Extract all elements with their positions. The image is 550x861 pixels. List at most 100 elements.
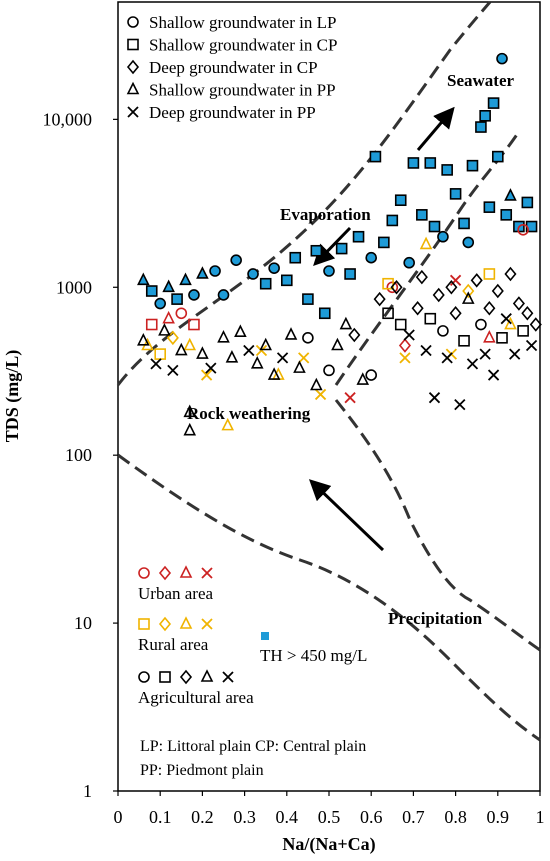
th-legend-label: TH > 450 mg/L [260,646,367,665]
data-point [407,157,420,169]
x-axis-title: Na/(Na+Ca) [282,834,375,855]
data-point [365,369,378,381]
data-point [183,422,197,436]
area-legend: Urban area Rural area Agricultural area [138,565,254,707]
data-point [509,348,521,360]
data-point [318,307,331,320]
data-point [521,306,534,321]
data-point [217,330,230,343]
data-point [145,285,158,297]
data-point [250,356,264,369]
data-point [411,301,424,316]
data-point [352,230,365,243]
data-point [386,214,399,227]
data-point [496,332,508,344]
data-point [234,324,247,338]
legend-label: Shallow groundwater in CP [149,36,337,55]
data-point [394,318,407,331]
data-point [403,256,415,269]
area-legend-circle-icon [138,567,150,579]
data-point [466,159,479,172]
data-point [517,325,529,337]
data-point [373,291,386,307]
area-legend-diamond-icon [158,616,172,632]
data-point [394,194,407,207]
legend-marker-cross-icon [127,106,139,118]
data-point [419,236,433,250]
x-tick-label: 0.4 [276,807,299,827]
data-point [225,350,239,363]
area-legend-label: Urban area [138,584,213,603]
data-point [247,268,259,280]
data-point [432,287,445,303]
data-point [424,157,437,169]
data-point [154,348,166,360]
data-point [458,217,470,230]
data-point [289,251,302,264]
legend-label: Deep groundwater in PP [149,103,316,122]
area-legend-triangle-icon [200,669,214,682]
data-point [310,377,323,391]
area-legend-square-icon [159,671,171,683]
x-tick-label: 0.7 [402,807,425,827]
data-point [276,352,289,364]
data-point [525,339,538,352]
data-point [462,236,475,249]
data-point [267,367,281,380]
data-point [491,283,504,299]
data-point [162,279,175,293]
data-point [449,306,462,321]
lower-boundary-curve [117,453,541,742]
data-point [137,272,150,286]
data-point [259,277,272,290]
x-tick-label: 0.3 [233,807,256,827]
x-tick-label: 0 [114,807,123,827]
data-point [217,289,230,301]
data-point [310,244,323,257]
data-point [428,220,441,233]
data-point [137,333,150,346]
legend-marker-circle-icon [127,16,139,28]
data-point [259,337,272,351]
precipitation-label: Precipitation [388,609,483,628]
data-point [437,325,449,337]
seawater-arrow [416,106,455,151]
data-point [504,316,517,330]
data-point [302,293,314,305]
data-point [458,334,470,347]
area-legend-label: Rural area [138,635,209,654]
data-point [475,121,487,133]
legend-marker-triangle-icon [126,81,140,95]
data-point [323,364,335,377]
data-point [449,188,462,200]
data-point [179,272,192,286]
note-line-1: LP: Littoral plain CP: Central plain [140,738,366,755]
data-point [428,392,441,404]
area-legend-label: Agricultural area [138,688,254,707]
y-axis: 1 10 100 1000 10,000 [43,109,118,801]
data-point [521,196,534,209]
rock-weathering-arrow [308,479,385,552]
data-point [487,369,500,381]
y-tick-label: 10 [74,613,92,633]
data-point [293,360,306,373]
data-point [154,297,166,310]
y-tick-label: 100 [65,445,92,465]
data-point [416,209,428,221]
data-point [302,332,314,344]
data-point [284,327,298,340]
area-legend-cross-icon [222,671,234,683]
data-point [314,388,327,401]
data-point [504,188,517,201]
data-point [454,398,466,411]
data-point [200,369,213,381]
data-point [382,277,394,290]
data-point [382,307,394,320]
y-tick-label: 1000 [56,277,92,297]
data-point [183,404,197,418]
data-point [399,352,411,364]
note-line-2: PP: Piedmont plain [140,762,264,779]
data-point [420,344,432,357]
legend-marker-square-icon [127,38,139,51]
data-point [150,358,162,370]
